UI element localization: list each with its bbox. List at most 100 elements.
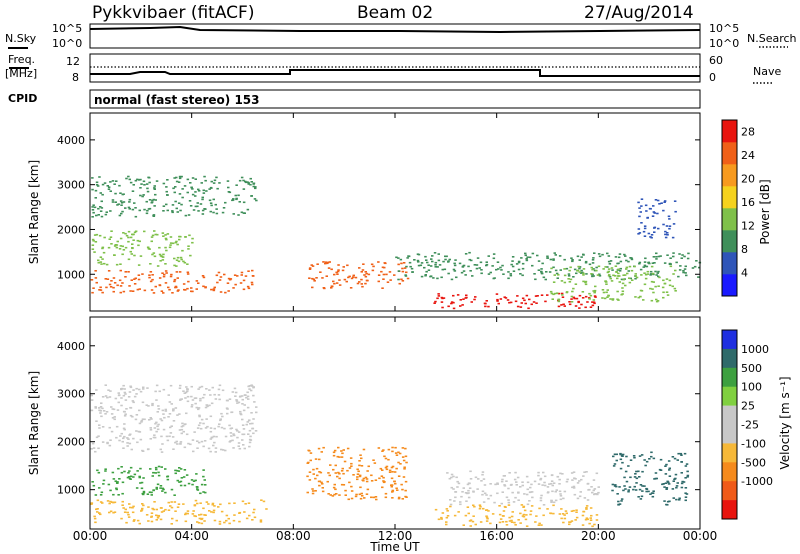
- colorbar-tick-label: 4: [741, 267, 748, 280]
- heatmap-cell: [647, 490, 650, 493]
- heatmap-cell: [166, 209, 169, 212]
- heatmap-cell: [405, 271, 408, 274]
- heatmap-cell: [431, 255, 434, 257]
- heatmap-cell: [417, 261, 420, 263]
- heatmap-cell: [184, 513, 187, 516]
- heatmap-cell: [173, 191, 176, 194]
- heatmap-cell: [327, 267, 331, 269]
- heatmap-cell: [145, 200, 148, 203]
- heatmap-cell: [141, 503, 144, 505]
- heatmap-cell: [255, 199, 258, 202]
- heatmap-cell: [643, 225, 647, 227]
- heatmap-cell: [113, 282, 117, 284]
- heatmap-cell: [390, 485, 393, 488]
- heatmap-cell: [563, 517, 567, 520]
- heatmap-cell: [123, 470, 126, 473]
- heatmap-cell: [563, 490, 567, 493]
- heatmap-cell: [664, 236, 668, 239]
- heatmap-cell: [155, 488, 158, 490]
- heatmap-cell: [602, 268, 605, 270]
- heatmap-cell: [160, 435, 163, 438]
- heatmap-cell: [526, 488, 529, 491]
- heatmap-cell: [178, 481, 181, 483]
- heatmap-cell: [195, 473, 198, 475]
- heatmap-cell: [121, 440, 124, 443]
- heatmap-cell: [242, 279, 246, 282]
- heatmap-cell: [648, 262, 651, 265]
- heatmap-cell: [672, 255, 675, 258]
- heatmap-cell: [194, 205, 198, 208]
- colorbar-segment: [722, 252, 737, 275]
- heatmap-cell: [365, 279, 369, 282]
- heatmap-cell: [93, 517, 97, 520]
- heatmap-cell: [467, 496, 471, 499]
- heatmap-cell: [680, 486, 684, 489]
- heatmap-cell: [223, 273, 226, 276]
- heatmap-cell: [686, 257, 690, 260]
- heatmap-cell: [208, 510, 211, 512]
- heatmap-cell: [427, 264, 430, 266]
- heatmap-cell: [99, 406, 103, 408]
- heatmap-cell: [179, 399, 182, 401]
- heatmap-cell: [557, 300, 561, 303]
- heatmap-cell: [560, 517, 563, 520]
- heatmap-cell: [332, 454, 336, 457]
- heatmap-cell: [106, 441, 109, 444]
- heatmap-cell: [651, 262, 655, 264]
- heatmap-cell: [565, 291, 569, 293]
- heatmap-cell: [169, 244, 172, 246]
- heatmap-cell: [672, 273, 675, 275]
- heatmap-cell: [686, 476, 689, 478]
- heatmap-cell: [183, 484, 187, 487]
- heatmap-cell: [95, 233, 99, 236]
- heatmap-cell: [338, 456, 341, 458]
- heatmap-cell: [590, 514, 593, 517]
- heatmap-cell: [634, 489, 638, 491]
- heatmap-cell: [356, 478, 359, 481]
- heatmap-cell: [176, 469, 179, 472]
- heatmap-cell: [94, 197, 97, 199]
- heatmap-cell: [536, 295, 539, 297]
- heatmap-cell: [98, 487, 101, 489]
- heatmap-cell: [205, 418, 208, 420]
- heatmap-cell: [364, 271, 367, 273]
- heatmap-cell: [646, 270, 650, 273]
- heatmap-cell: [160, 451, 164, 453]
- heatmap-cell: [180, 432, 183, 435]
- heatmap-cell: [436, 297, 439, 300]
- heatmap-cell: [675, 498, 678, 501]
- heatmap-cell: [571, 260, 574, 263]
- heatmap-cell: [364, 275, 368, 278]
- heatmap-cell: [538, 507, 541, 510]
- heatmap-cell: [250, 384, 253, 386]
- power-panel-frame: [90, 113, 700, 311]
- heatmap-cell: [133, 231, 137, 234]
- heatmap-cell: [503, 505, 507, 508]
- heatmap-cell: [651, 272, 655, 275]
- heatmap-cell: [443, 268, 447, 271]
- heatmap-cell: [539, 497, 543, 499]
- heatmap-cell: [679, 452, 683, 455]
- heatmap-cell: [99, 210, 103, 212]
- heatmap-cell: [337, 471, 340, 474]
- heatmap-cell: [118, 214, 122, 217]
- heatmap-cell: [528, 500, 531, 502]
- heatmap-cell: [186, 191, 189, 194]
- heatmap-cell: [445, 523, 448, 526]
- heatmap-cell: [622, 278, 625, 281]
- heatmap-cell: [248, 441, 252, 444]
- heatmap-cell: [238, 201, 241, 203]
- heatmap-cell: [149, 271, 153, 273]
- heatmap-cell: [182, 503, 185, 505]
- heatmap-cell: [247, 433, 250, 435]
- heatmap-cell: [673, 478, 676, 481]
- heatmap-cell: [618, 253, 622, 255]
- heatmap-cell: [228, 424, 231, 427]
- heatmap-cell: [582, 253, 585, 256]
- heatmap-cell: [130, 279, 133, 281]
- heatmap-cell: [544, 278, 547, 281]
- heatmap-cell: [195, 288, 198, 290]
- heatmap-cell: [131, 233, 135, 236]
- heatmap-cell: [94, 241, 98, 243]
- heatmap-cell: [236, 430, 239, 432]
